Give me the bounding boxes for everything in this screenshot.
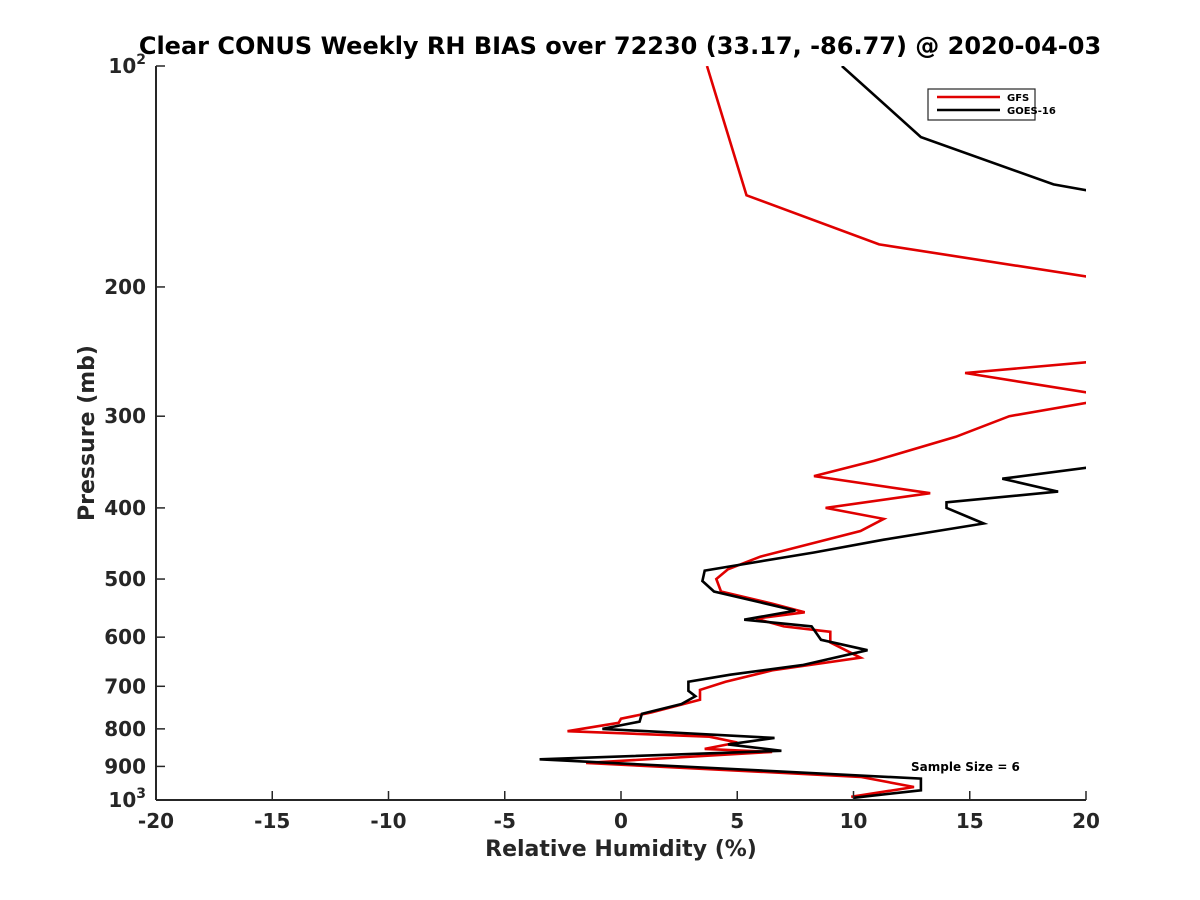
- y-axis-label: Pressure (mb): [75, 345, 100, 521]
- series-layer: [539, 66, 1086, 800]
- x-tick-label: 15: [956, 809, 984, 833]
- y-tick-label: 102: [108, 52, 146, 78]
- sample-size-annotation: Sample Size = 6: [911, 760, 1020, 774]
- chart-title: Clear CONUS Weekly RH BIAS over 72230 (3…: [139, 32, 1101, 60]
- x-tick-label: 10: [840, 809, 868, 833]
- series-line-goes16: [539, 66, 1086, 800]
- y-tick-label: 400: [104, 496, 146, 520]
- plot-area: [156, 66, 1086, 800]
- y-tick-label: 200: [104, 275, 146, 299]
- y-tick-label: 500: [104, 567, 146, 591]
- x-tick-label: -5: [494, 809, 516, 833]
- x-tick-label: -15: [254, 809, 290, 833]
- y-tick-label: 800: [104, 717, 146, 741]
- y-tick-label: 600: [104, 625, 146, 649]
- x-axis-ticks: -20 -15 -10 -5 0 5 10 15 20: [138, 791, 1100, 833]
- x-tick-label: -20: [138, 809, 174, 833]
- y-tick-label: 700: [104, 674, 146, 698]
- x-tick-label: -10: [370, 809, 406, 833]
- legend-label-gfs: GFS: [1007, 93, 1029, 104]
- x-axis-label: Relative Humidity (%): [485, 837, 757, 862]
- x-tick-label: 5: [730, 809, 744, 833]
- y-tick-label: 300: [104, 404, 146, 428]
- legend-label-goes16: GOES-16: [1007, 106, 1056, 117]
- x-tick-label: 0: [614, 809, 628, 833]
- legend-box: [927, 88, 1036, 121]
- y-axis-ticks: 102 200 300 400 500 600 700 800 900 103: [104, 52, 165, 812]
- y-tick-label: 103: [108, 786, 146, 812]
- series-line-gfs: [567, 66, 1086, 799]
- y-tick-label: 900: [104, 754, 146, 778]
- x-tick-label: 20: [1072, 809, 1100, 833]
- legend: GFS GOES-16: [927, 88, 1056, 121]
